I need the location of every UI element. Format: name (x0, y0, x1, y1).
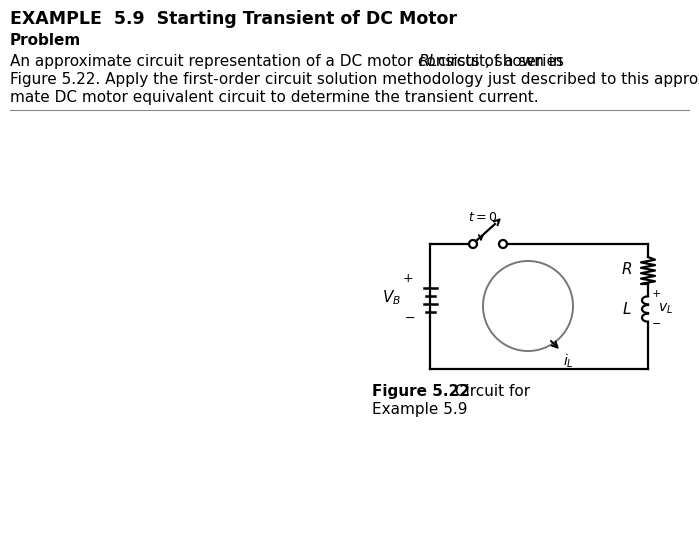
Text: +: + (652, 289, 661, 299)
Text: Circuit for: Circuit for (450, 384, 530, 399)
Text: EXAMPLE  5.9  Starting Transient of DC Motor: EXAMPLE 5.9 Starting Transient of DC Mot… (10, 10, 457, 28)
Text: $i_L$: $i_L$ (563, 353, 574, 371)
Text: Figure 5.22. Apply the first-order circuit solution methodology just described t: Figure 5.22. Apply the first-order circu… (10, 72, 699, 87)
Text: $v_L$: $v_L$ (658, 302, 673, 316)
Text: Figure 5.22: Figure 5.22 (372, 384, 470, 399)
Text: circuit, shown in: circuit, shown in (433, 54, 563, 69)
Text: $R$: $R$ (621, 260, 632, 276)
Text: $L$: $L$ (622, 301, 632, 317)
Text: $V_B$: $V_B$ (382, 289, 401, 307)
Text: −: − (405, 311, 415, 325)
Text: Problem: Problem (10, 33, 81, 48)
Text: Example 5.9: Example 5.9 (372, 402, 468, 417)
Text: RL: RL (419, 54, 438, 69)
Text: +: + (403, 271, 413, 285)
Text: mate DC motor equivalent circuit to determine the transient current.: mate DC motor equivalent circuit to dete… (10, 90, 539, 105)
Text: An approximate circuit representation of a DC motor consists of a series: An approximate circuit representation of… (10, 54, 569, 69)
Text: $t = 0$: $t = 0$ (468, 211, 498, 224)
Text: −: − (652, 319, 661, 329)
